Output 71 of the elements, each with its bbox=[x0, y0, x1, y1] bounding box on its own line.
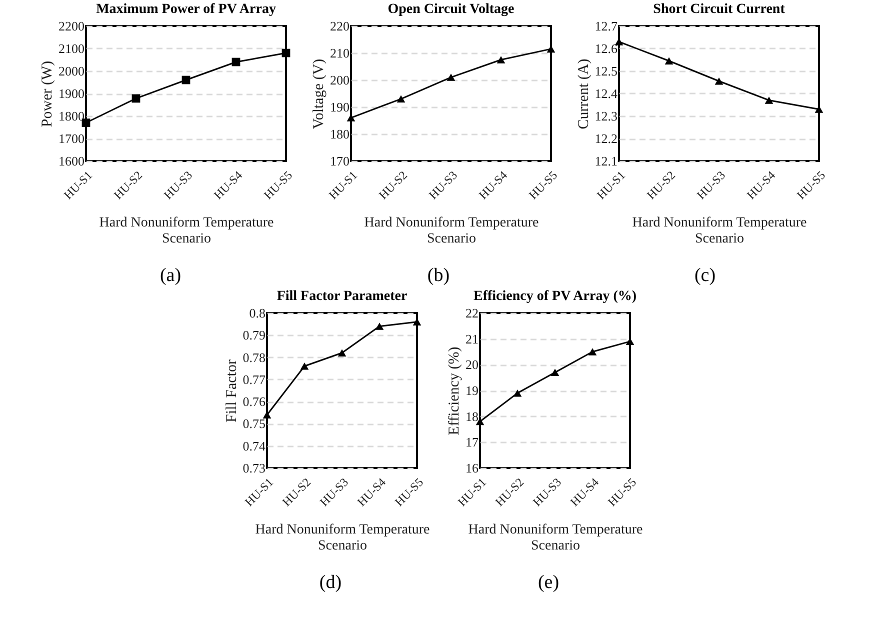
y-tick-label: 0.73 bbox=[242, 460, 266, 476]
x-axis-title: Hard Nonuniform Temperature Scenario bbox=[632, 215, 807, 246]
y-tick-label: 12.2 bbox=[594, 131, 618, 146]
y-axis-title: Power (W) bbox=[40, 60, 56, 128]
point bbox=[513, 389, 522, 397]
point bbox=[496, 56, 506, 64]
y-tick-label: 1800 bbox=[58, 108, 84, 124]
point bbox=[182, 76, 190, 84]
point bbox=[375, 322, 384, 330]
point bbox=[282, 48, 290, 58]
y-tick-label: 18 bbox=[466, 408, 478, 424]
y-tick-label: 12.6 bbox=[594, 41, 618, 56]
y-tick-label: 170 bbox=[330, 154, 350, 168]
y-tick-label: 17 bbox=[466, 434, 479, 450]
y-tick-label: 0.75 bbox=[242, 416, 266, 432]
chart-title: Maximum Power of PV Array bbox=[96, 2, 276, 17]
text: (c) bbox=[694, 265, 716, 287]
y-tick-label: 22 bbox=[466, 306, 478, 320]
x-axis-title: Hard Nonuniform Temperature Scenario bbox=[99, 215, 274, 246]
point bbox=[664, 57, 674, 64]
y-tick-label: 180 bbox=[330, 126, 350, 142]
point bbox=[764, 96, 774, 104]
y-tick-label: 0.77 bbox=[242, 372, 266, 387]
point bbox=[588, 348, 597, 356]
y-tick-label: 20 bbox=[466, 357, 478, 372]
y-tick-label: 19 bbox=[466, 383, 478, 398]
chart-title: Short Circuit Current bbox=[653, 2, 786, 17]
y-tick-label: 12.5 bbox=[594, 64, 618, 78]
y-tick-label: 210 bbox=[330, 46, 350, 60]
y-tick-label: 190 bbox=[330, 100, 350, 114]
y-tick-label: 220 bbox=[330, 18, 350, 34]
y-axis-title: Current (A) bbox=[576, 58, 592, 130]
x-axis-title: Hard Nonuniform Temperature Scenario bbox=[255, 522, 430, 554]
y-tick-label: 2000 bbox=[58, 64, 84, 78]
point bbox=[300, 362, 309, 370]
text: (d) bbox=[319, 572, 342, 594]
point bbox=[132, 94, 140, 103]
point bbox=[714, 78, 724, 85]
y-tick-label: 12.1 bbox=[594, 154, 618, 168]
y-tick-label: 0.76 bbox=[242, 394, 266, 410]
y-tick-label: 1600 bbox=[58, 154, 84, 168]
text: (a) bbox=[160, 265, 182, 287]
y-tick-label: 1900 bbox=[58, 86, 84, 101]
x-axis-title: Hard Nonuniform Temperature Scenario bbox=[468, 522, 643, 554]
point bbox=[338, 349, 346, 356]
y-tick-label: 0.79 bbox=[242, 328, 266, 343]
x-axis-title: Hard Nonuniform Temperature Scenario bbox=[364, 215, 539, 246]
y-tick-label: 12.4 bbox=[594, 86, 618, 101]
y-tick-label: 12.3 bbox=[594, 108, 618, 124]
point bbox=[446, 74, 456, 81]
point bbox=[396, 95, 406, 103]
y-axis-title: Efficiency (%) bbox=[446, 346, 462, 436]
y-tick-label: 1700 bbox=[58, 131, 84, 146]
y-tick-label: 2100 bbox=[58, 41, 84, 56]
text: (e) bbox=[538, 572, 560, 594]
point bbox=[232, 58, 240, 66]
point bbox=[550, 368, 560, 376]
y-tick-label: 21 bbox=[466, 331, 478, 346]
y-axis-title: Voltage (V) bbox=[311, 58, 327, 130]
y-axis-title: Fill Factor bbox=[224, 360, 240, 422]
y-tick-label: 200 bbox=[330, 72, 350, 88]
y-tick-label: 12.7 bbox=[594, 18, 618, 34]
chart-title: Open Circuit Voltage bbox=[388, 2, 514, 17]
y-tick-label: 2200 bbox=[58, 18, 84, 34]
chart-title: Fill Factor Parameter bbox=[276, 289, 408, 304]
chart-title: Efficiency of PV Array (%) bbox=[473, 289, 637, 304]
y-tick-label: 0.8 bbox=[249, 306, 266, 320]
y-tick-label: 0.78 bbox=[242, 350, 266, 365]
y-tick-label: 0.74 bbox=[242, 438, 266, 454]
text: (b) bbox=[427, 265, 450, 287]
y-tick-label: 16 bbox=[466, 460, 479, 476]
